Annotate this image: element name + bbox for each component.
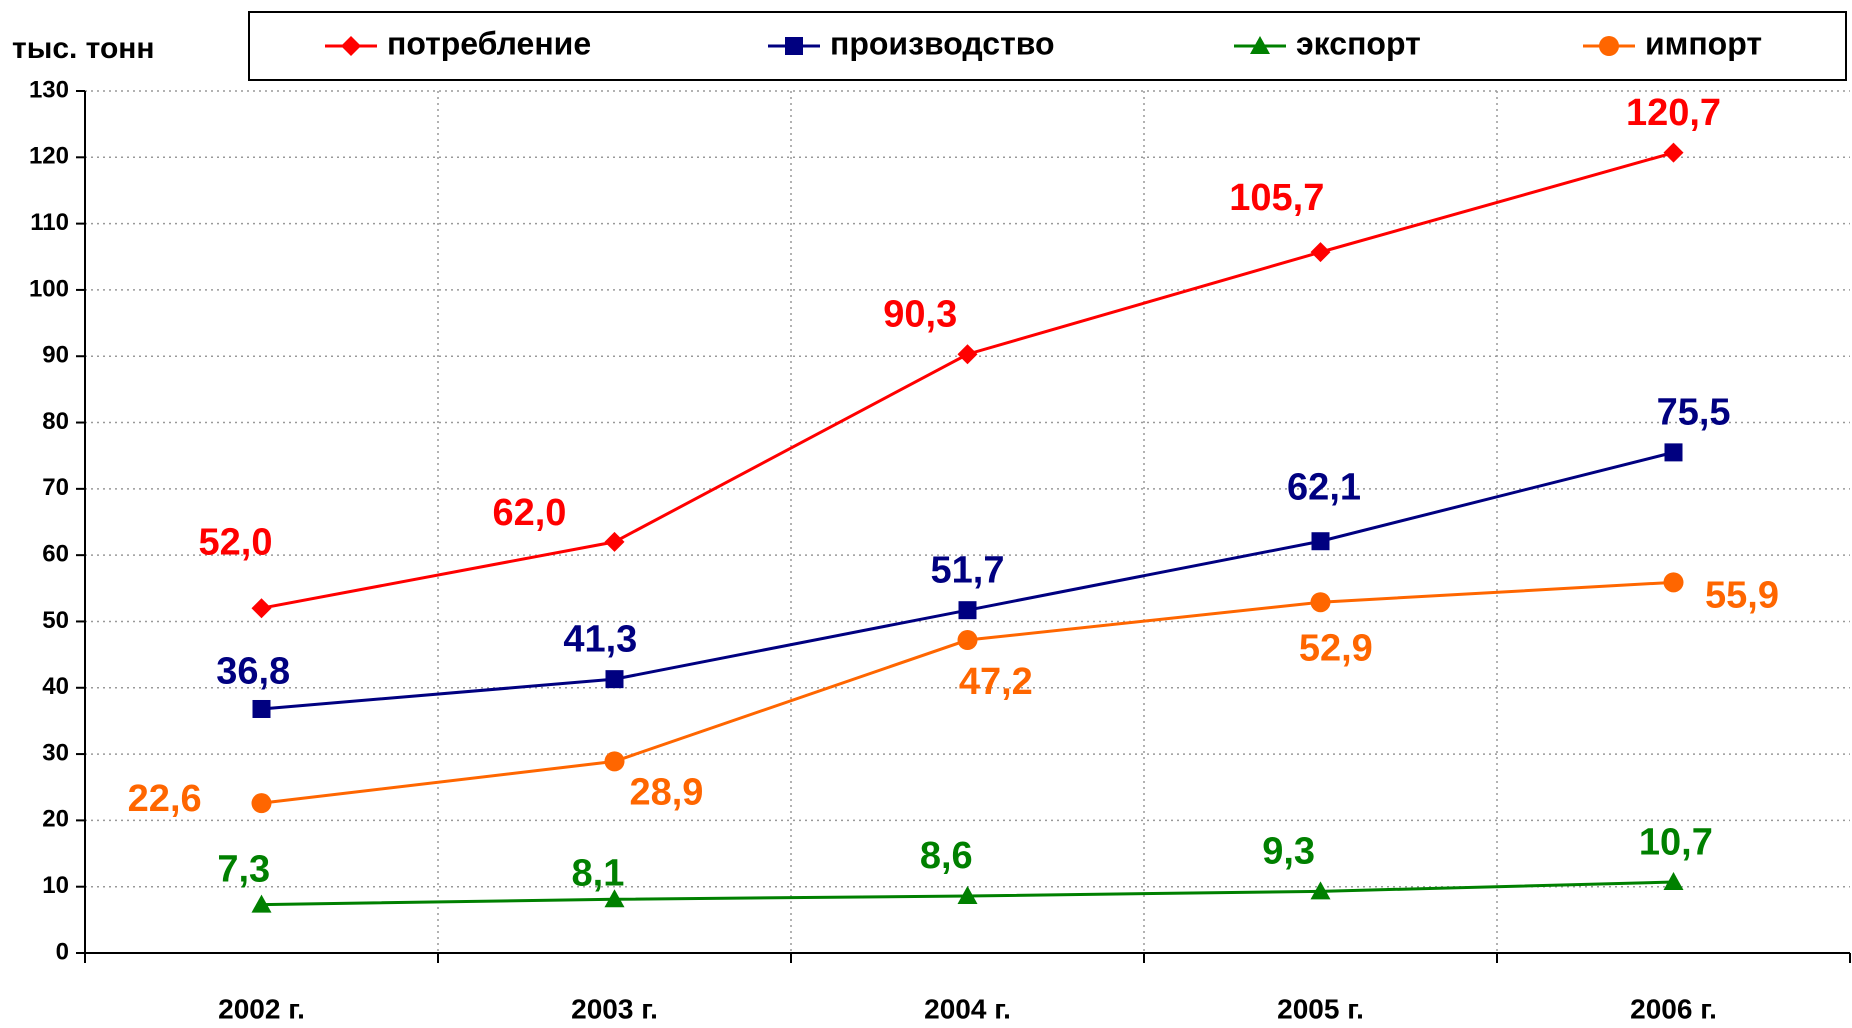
marker [1310,881,1331,900]
data-label: 28,9 [629,771,703,813]
data-label: 51,7 [931,549,1005,591]
y-tick-label: 60 [42,540,69,567]
data-label: 8,6 [920,835,973,877]
data-label: 62,1 [1287,466,1361,508]
y-tick-label: 0 [56,938,69,965]
y-tick-label: 10 [42,872,69,899]
data-label: 8,1 [572,853,625,895]
data-label: 10,7 [1639,821,1713,863]
y-tick-label: 70 [42,474,69,501]
marker [957,344,978,365]
marker [251,598,272,619]
y-tick-label: 90 [42,342,69,369]
marker [1250,36,1270,54]
y-axis-title: тыс. тонн [12,32,155,65]
data-label: 120,7 [1626,92,1721,134]
marker [785,37,803,55]
y-tick-label: 50 [42,607,69,634]
y-tick-label: 20 [42,806,69,833]
legend-label: производство [830,25,1055,61]
y-tick-label: 40 [42,673,69,700]
x-tick-label: 2003 г. [571,993,658,1024]
y-tick-label: 110 [30,209,69,236]
data-label: 36,8 [216,651,290,693]
marker [957,630,978,651]
marker [1599,36,1619,56]
legend-label: экспорт [1296,25,1421,61]
marker [1663,872,1684,891]
legend-box [248,11,1847,81]
data-label: 52,9 [1299,628,1373,670]
data-label: 41,3 [563,618,637,660]
data-label: 55,9 [1705,575,1779,617]
x-tick-label: 2006 г. [1630,993,1717,1024]
marker [605,670,624,689]
marker [252,699,271,718]
data-label: 62,0 [492,492,566,534]
x-tick-label: 2004 г. [924,993,1011,1024]
series-line [261,151,1674,610]
marker [1664,443,1683,462]
marker [958,601,977,620]
marker [1663,572,1684,593]
marker [957,885,978,904]
data-label: 52,0 [199,521,273,563]
marker [1663,142,1684,163]
data-label: 75,5 [1657,392,1731,434]
legend-label: импорт [1645,25,1762,61]
data-label: 22,6 [128,778,202,820]
x-tick-label: 2002 г. [218,993,305,1024]
data-label: 9,3 [1262,831,1315,873]
y-tick-label: 100 [29,275,69,302]
marker [604,751,625,772]
marker [604,531,625,552]
x-tick-label: 2005 г. [1277,993,1364,1024]
marker [604,889,625,908]
marker [251,793,272,814]
data-label: 47,2 [959,661,1033,703]
marker [341,36,361,56]
data-label: 7,3 [217,849,270,891]
marker [1311,532,1330,551]
y-tick-label: 120 [29,143,69,170]
y-tick-label: 130 [29,76,69,103]
y-tick-label: 30 [42,739,69,766]
legend-label: потребление [387,25,591,61]
marker [1310,242,1331,263]
data-label: 90,3 [883,293,957,335]
marker [251,894,272,913]
y-tick-label: 80 [42,408,69,435]
marker [1310,592,1331,613]
data-label: 105,7 [1229,177,1324,219]
